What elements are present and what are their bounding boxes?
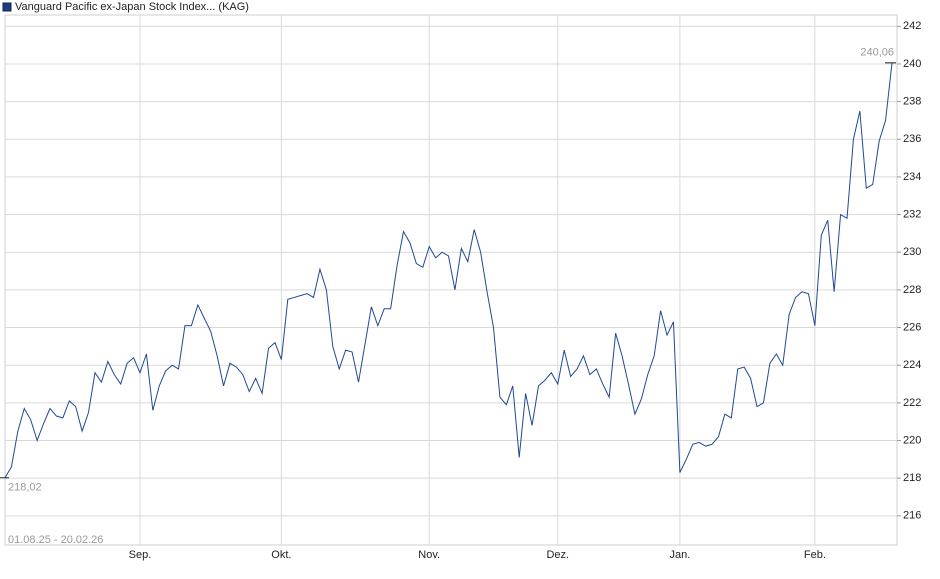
y-tick-label: 236 — [903, 133, 921, 145]
legend-swatch — [2, 2, 12, 12]
value-label: 218,02 — [8, 482, 42, 494]
value-label: 240,06 — [860, 47, 894, 59]
date-range: 01.08.25 - 20.02.26 — [8, 534, 103, 546]
y-tick-label: 230 — [903, 246, 921, 258]
x-tick-label: Feb. — [804, 549, 826, 561]
x-tick-label: Jan. — [669, 549, 690, 561]
y-tick-label: 232 — [903, 208, 921, 220]
plot-frame — [4, 14, 898, 546]
y-tick-label: 216 — [903, 510, 921, 522]
y-tick-label: 220 — [903, 434, 921, 446]
y-tick-label: 240 — [903, 58, 921, 70]
y-tick-label: 224 — [903, 359, 921, 371]
x-tick-label: Nov. — [418, 549, 440, 561]
y-tick-label: 242 — [903, 20, 921, 32]
y-tick-label: 222 — [903, 397, 921, 409]
legend-label: Vanguard Pacific ex-Japan Stock Index...… — [15, 1, 249, 13]
price-line — [4, 62, 893, 479]
x-tick-label: Dez. — [546, 549, 569, 561]
y-tick-label: 218 — [903, 472, 921, 484]
x-tick-label: Sep. — [129, 549, 152, 561]
y-tick-label: 234 — [903, 171, 921, 183]
y-tick-label: 238 — [903, 96, 921, 108]
x-tick-label: Okt. — [271, 549, 291, 561]
y-tick-label: 228 — [903, 284, 921, 296]
y-tick-label: 226 — [903, 321, 921, 333]
